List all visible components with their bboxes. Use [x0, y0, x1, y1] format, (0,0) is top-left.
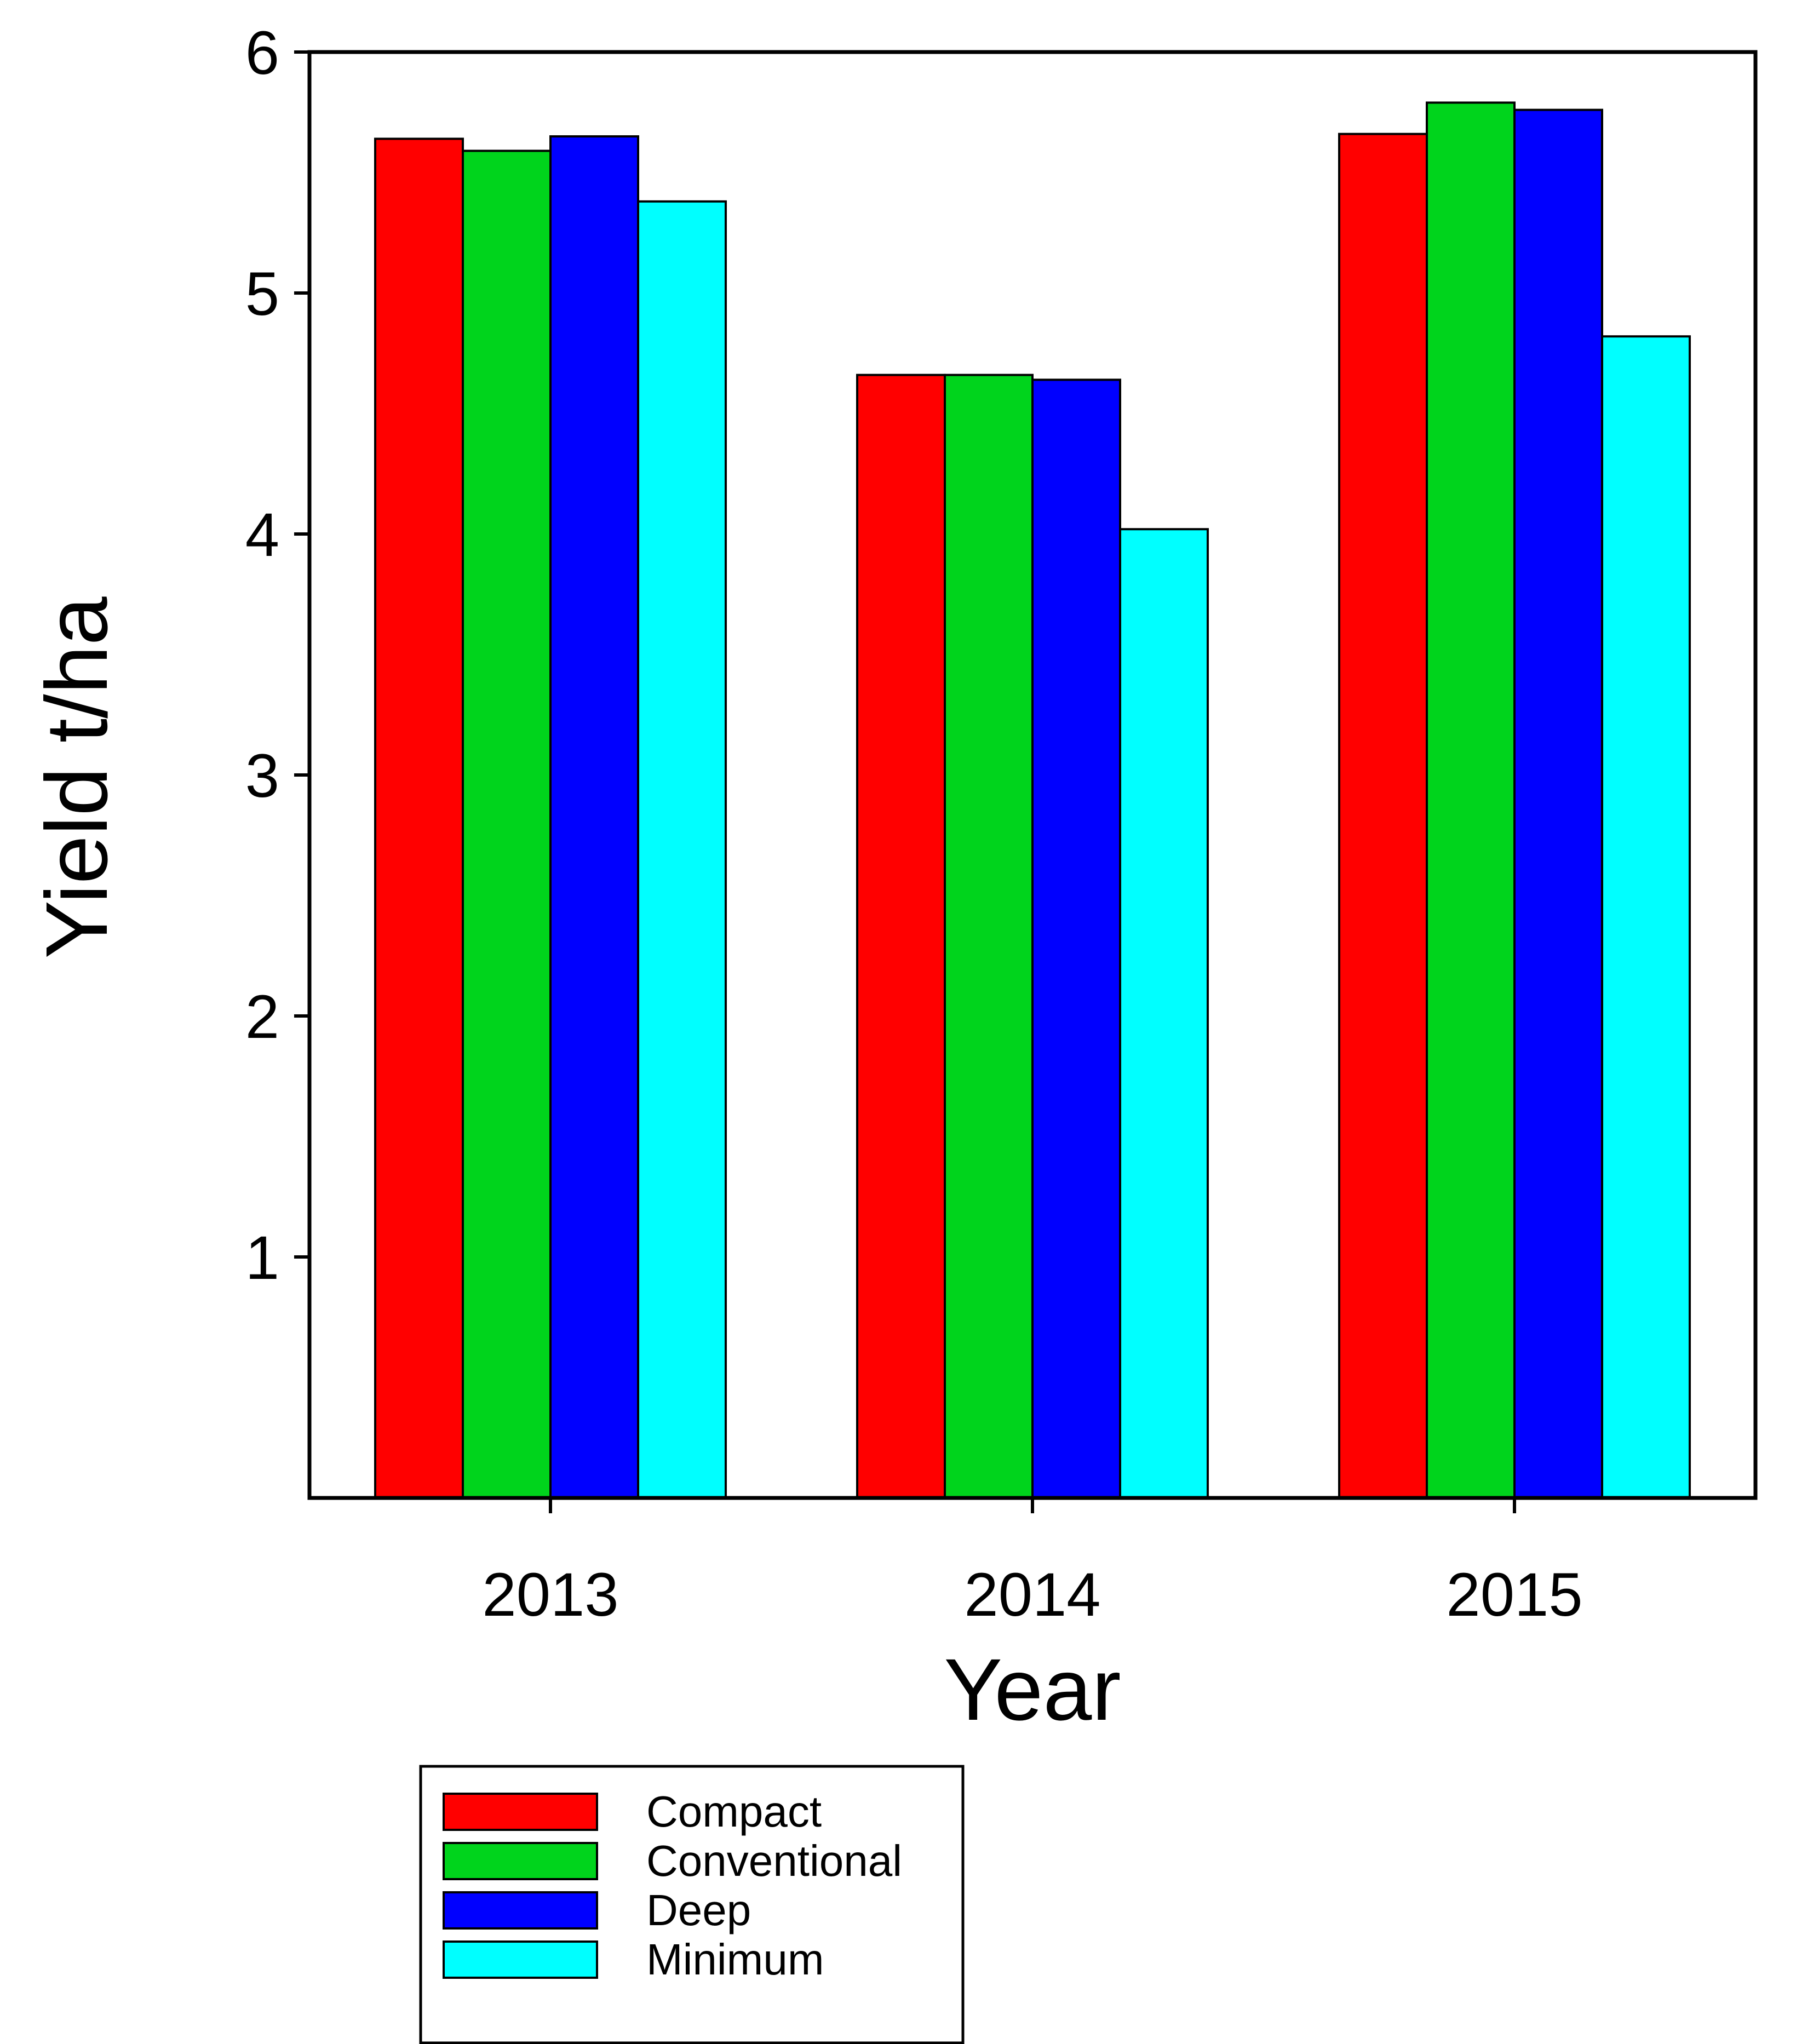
bar-deep-2015: [1513, 108, 1603, 1499]
legend-label-conventional: Conventional: [646, 1836, 902, 1885]
y-tick-label-3: 3: [245, 742, 279, 810]
legend-swatch-conventional: [443, 1842, 598, 1880]
legend-label-minimum: Minimum: [646, 1935, 824, 1984]
bar-minimum-2013: [637, 200, 727, 1499]
x-tick-label-2015: 2015: [1446, 1560, 1582, 1629]
bar-conventional-2014: [944, 374, 1034, 1499]
y-axis: 1 2 3 4 5 6: [245, 19, 309, 1292]
bar-deep-2014: [1031, 378, 1121, 1499]
y-tick-label-6: 6: [245, 19, 279, 87]
bar-minimum-2014: [1119, 528, 1209, 1500]
y-tick-label-1: 1: [245, 1224, 279, 1292]
bar-conventional-2013: [462, 150, 552, 1500]
legend-swatch-compact: [443, 1793, 598, 1831]
y-tick-label-2: 2: [245, 983, 279, 1051]
y-tick-label-4: 4: [245, 501, 279, 569]
legend-label-deep: Deep: [646, 1886, 751, 1934]
legend-label-compact: Compact: [646, 1787, 822, 1836]
x-axis: 2013 2014 2015: [482, 1498, 1583, 1629]
bar-compact-2015: [1338, 133, 1428, 1499]
bar-compact-2014: [856, 374, 946, 1499]
bar-deep-2013: [549, 135, 639, 1499]
bars-layer: [374, 101, 1691, 1500]
y-tick-label-5: 5: [245, 260, 279, 328]
bar-minimum-2015: [1601, 335, 1691, 1500]
bar-compact-2013: [374, 137, 464, 1500]
x-axis-title: Year: [944, 1640, 1121, 1738]
legend-swatch-minimum: [443, 1940, 598, 1979]
x-tick-label-2014: 2014: [964, 1560, 1100, 1629]
y-axis-title: Yield t/ha: [27, 596, 125, 958]
legend-swatch-deep: [443, 1891, 598, 1930]
bar-conventional-2015: [1426, 101, 1516, 1500]
x-tick-label-2013: 2013: [482, 1560, 618, 1629]
